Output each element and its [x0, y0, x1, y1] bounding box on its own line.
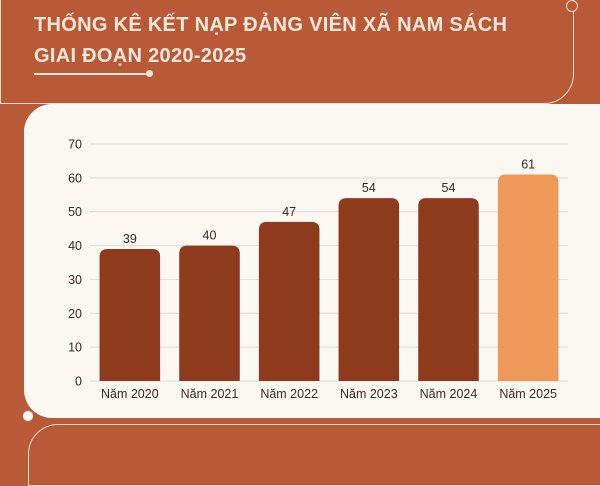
x-tick-label: Năm 2020: [101, 387, 159, 401]
value-labels: 39 40 47 54 54 61: [123, 157, 535, 245]
bar-2: [258, 221, 320, 381]
x-tick-label: Năm 2021: [181, 387, 239, 401]
x-axis-ticks: Năm 2020 Năm 2021 Năm 2022 Năm 2023 Năm 2024…: [101, 387, 557, 401]
title-line-1: THỐNG KÊ KẾT NẠP ĐẢNG VIÊN XÃ NAM SÁCH: [34, 14, 508, 36]
bar-3: [338, 198, 400, 381]
grid-lines: [90, 143, 568, 382]
title-underline: [34, 73, 148, 75]
y-tick-label: 50: [68, 205, 82, 219]
page-title: THỐNG KÊ KẾT NẠP ĐẢNG VIÊN XÃ NAM SÁCH G…: [34, 10, 554, 72]
y-tick-label: 30: [68, 273, 82, 287]
x-tick-label: Năm 2024: [420, 387, 478, 401]
value-label: 40: [203, 229, 217, 243]
title-line-2: GIAI ĐOẠN 2020-2025: [34, 45, 247, 67]
x-tick-label: Năm 2023: [340, 387, 398, 401]
y-tick-label: 60: [68, 171, 82, 185]
x-tick-label: Năm 2022: [260, 387, 318, 401]
value-label: 61: [521, 157, 535, 171]
y-tick-label: 0: [75, 375, 82, 389]
footer-frame-dot: [22, 410, 34, 422]
y-tick-label: 10: [68, 341, 82, 355]
title-underline-dot: [146, 70, 153, 77]
value-label: 39: [123, 232, 137, 246]
value-label: 54: [362, 181, 376, 195]
header-frame: [0, 0, 574, 104]
bars: [99, 174, 559, 381]
bar-1: [179, 245, 240, 381]
bar-4: [418, 198, 479, 381]
y-tick-label: 20: [68, 307, 82, 321]
y-axis-ticks: 0 10 20 30 40 50 60 70: [68, 138, 82, 389]
header-frame-dot: [566, 0, 578, 12]
bar-0: [99, 248, 161, 381]
x-tick-label: Năm 2025: [499, 387, 557, 401]
y-tick-label: 40: [68, 239, 82, 253]
y-tick-label: 70: [68, 138, 82, 152]
value-label: 54: [442, 181, 456, 195]
bar-5: [497, 174, 559, 381]
value-label: 47: [282, 205, 296, 219]
